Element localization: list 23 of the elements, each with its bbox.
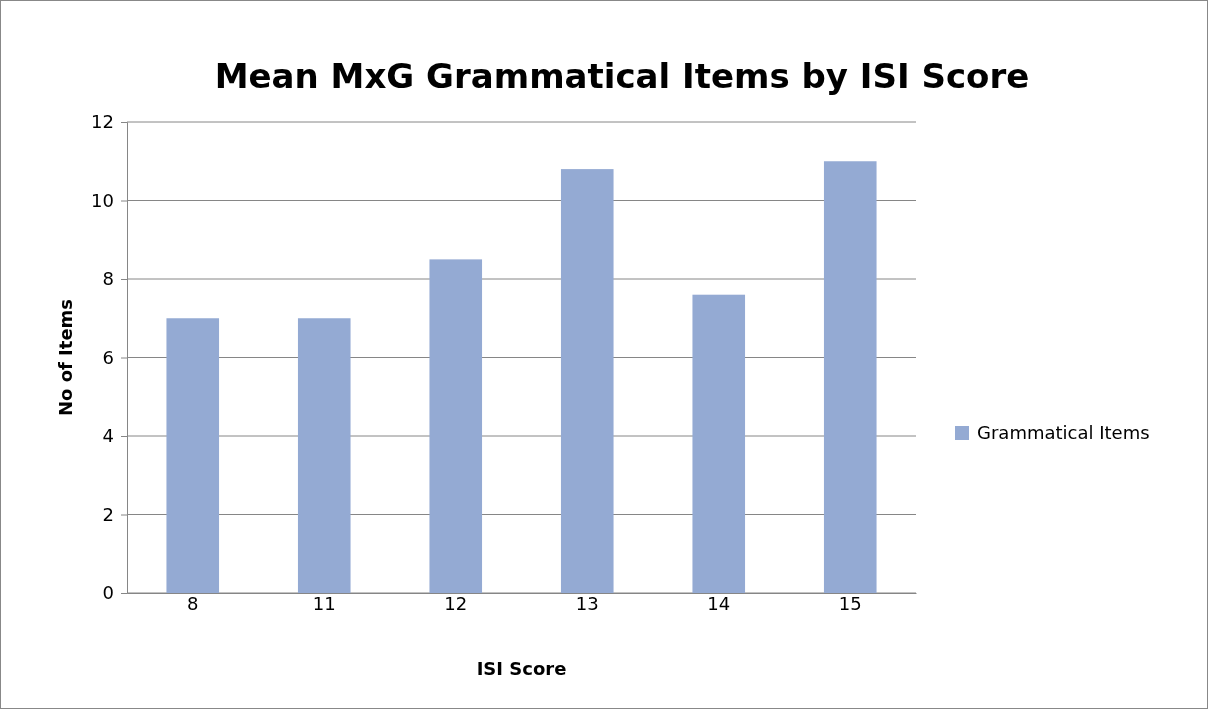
x-tick-label: 8 [187, 593, 199, 614]
bar [429, 259, 483, 593]
bar [297, 318, 351, 593]
x-tick-label: 15 [838, 593, 862, 614]
x-axis-title: ISI Score [476, 658, 567, 679]
y-tick-label: 10 [91, 189, 114, 211]
x-tick-label: 11 [312, 593, 336, 614]
bar [166, 318, 220, 593]
bar [560, 169, 614, 593]
bar [823, 161, 877, 593]
y-tick-label: 0 [102, 582, 114, 604]
x-tick-label: 13 [575, 593, 599, 614]
y-tick-label: 8 [102, 268, 114, 290]
x-tick-label: 14 [707, 593, 731, 614]
x-tick-label: 12 [444, 593, 468, 614]
y-tick-label: 2 [102, 503, 114, 525]
y-tick-label: 12 [91, 111, 114, 133]
y-axis-title: No of Items [55, 298, 76, 417]
y-tick-label: 4 [102, 425, 114, 447]
y-tick-label: 6 [102, 346, 114, 368]
chart-title: Mean MxG Grammatical Items by ISI Score [214, 56, 1030, 96]
legend-label: Grammatical Items [977, 422, 1150, 443]
bar [692, 294, 746, 593]
